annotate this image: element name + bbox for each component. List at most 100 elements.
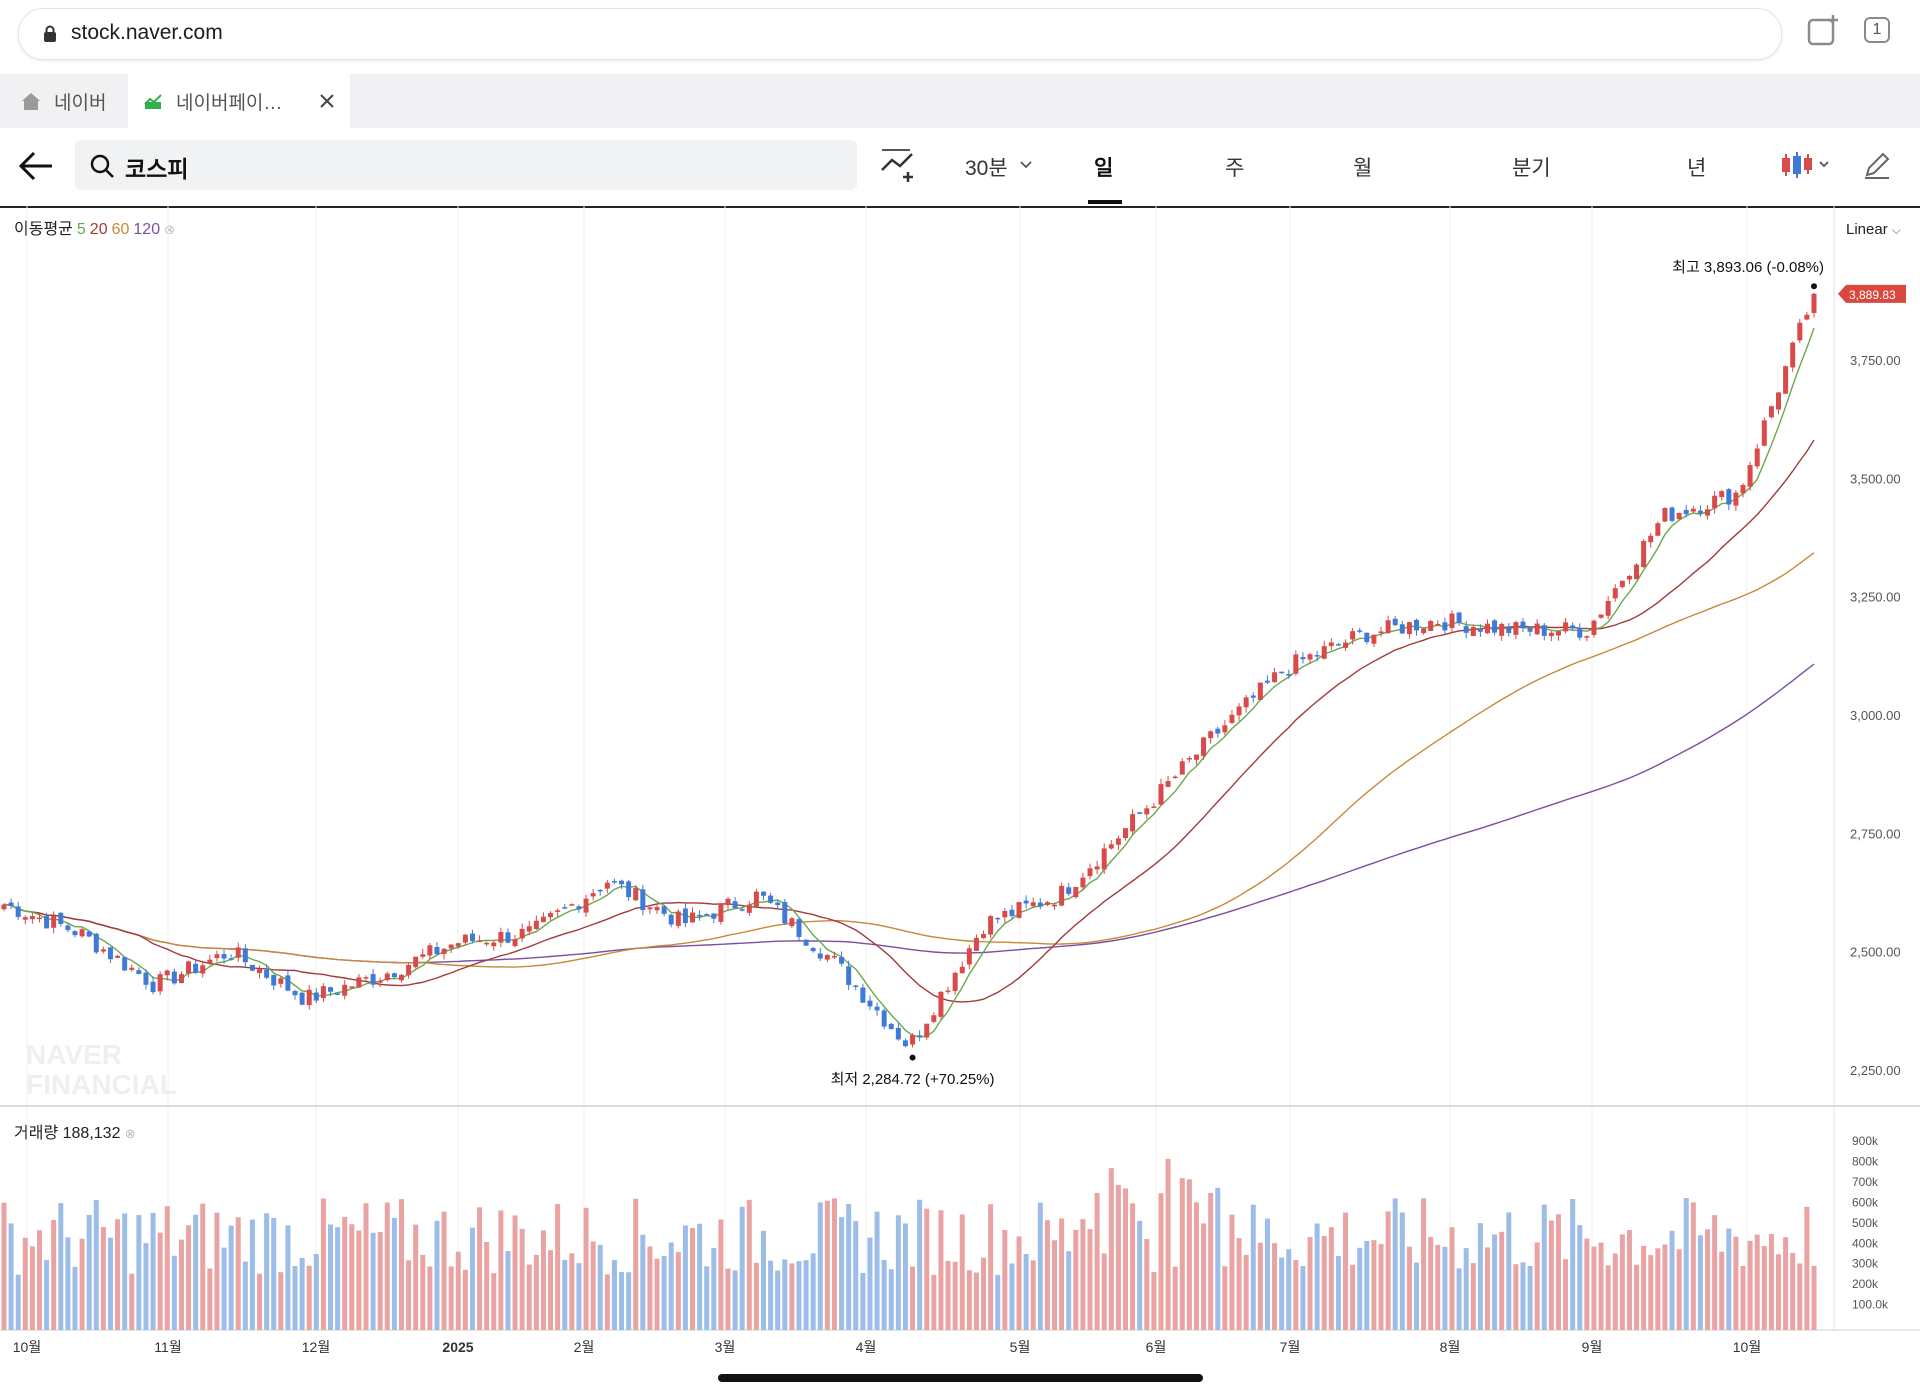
close-icon[interactable]: ⊗ (124, 1126, 136, 1141)
candle-body (760, 891, 766, 896)
candle-body (562, 907, 568, 909)
chart-type-icon[interactable] (1780, 148, 1830, 182)
close-icon[interactable] (320, 94, 335, 108)
candle-body (633, 888, 639, 901)
candle-body (1201, 737, 1207, 756)
moving-average-legend[interactable]: 이동평균 5 20 60 120 ⊗ (14, 215, 179, 239)
volume-bar (590, 1241, 596, 1330)
tab-year[interactable]: 년 (1687, 157, 1707, 180)
new-tab-icon[interactable] (1806, 14, 1840, 48)
ma120-label: 120 (133, 221, 161, 238)
volume-bar (1719, 1251, 1725, 1330)
volume-bar (264, 1213, 270, 1330)
candle-body (1406, 622, 1412, 635)
pencil-icon[interactable] (1862, 150, 1892, 180)
candle-body (796, 919, 802, 938)
tab-week[interactable]: 주 (1225, 157, 1245, 180)
candle-body (1754, 448, 1760, 467)
search-input[interactable]: 코스피 (75, 140, 857, 190)
volume-bar (1165, 1158, 1171, 1330)
volume-bar (995, 1274, 1001, 1330)
volume-bar (1634, 1264, 1640, 1330)
active-tab-underline (1088, 200, 1122, 204)
candle-body (441, 948, 447, 954)
candle-body (1570, 625, 1576, 629)
candle-body (100, 949, 106, 952)
candle-body (867, 1000, 873, 1007)
volume-bar (732, 1270, 738, 1330)
tab-naverpay[interactable]: 네이버페이… (128, 74, 350, 128)
volume-bar (100, 1227, 106, 1330)
candle-body (235, 947, 241, 958)
volume-bar (1364, 1240, 1370, 1330)
candle-body (143, 972, 149, 985)
x-tick-label: 6월 (1146, 1339, 1167, 1355)
candle-body (540, 916, 546, 923)
volume-bar (654, 1258, 660, 1330)
volume-bar (924, 1208, 930, 1330)
candle-body (654, 907, 660, 911)
y-tick-label: 2,500.00 (1850, 945, 1901, 960)
candle-body (1598, 614, 1604, 618)
add-indicator-icon[interactable] (880, 148, 916, 182)
close-icon[interactable]: ⊗ (164, 222, 175, 237)
tab-quarter[interactable]: 분기 (1512, 157, 1551, 180)
volume-bar (44, 1260, 50, 1330)
candle-body (1712, 495, 1718, 509)
volume-bar (171, 1255, 177, 1330)
candle-body (413, 956, 419, 968)
candle-body (1371, 634, 1377, 644)
volume-bar (1747, 1240, 1753, 1330)
volume-legend[interactable]: 거래량 188,132 ⊗ (14, 1119, 136, 1143)
back-arrow-icon[interactable] (18, 150, 54, 182)
ma20-label: 20 (89, 221, 108, 238)
candle-body (1335, 644, 1341, 646)
volume-bar (810, 1253, 816, 1330)
volume-bar (1137, 1220, 1143, 1330)
candle-body (498, 932, 504, 943)
volume-bar (1399, 1212, 1405, 1330)
volume-bar (1229, 1214, 1235, 1330)
volume-bar (1697, 1235, 1703, 1330)
volume-bar (420, 1254, 426, 1330)
tab-count-button[interactable]: 1 (1864, 17, 1890, 43)
volume-bar (491, 1273, 497, 1330)
candle-body (434, 946, 440, 955)
watermark-text: NAVER (26, 1039, 122, 1070)
tab-naver[interactable]: 네이버 (0, 74, 120, 128)
volume-bar (576, 1263, 582, 1330)
volume-bar (1080, 1219, 1086, 1330)
volume-bar (604, 1274, 610, 1330)
chevron-down-icon[interactable] (1020, 160, 1032, 170)
volume-bar (1648, 1255, 1654, 1330)
scale-selector[interactable]: Linear ⌵ (1846, 221, 1901, 238)
candle-body (1655, 523, 1661, 536)
volume-bar (157, 1232, 163, 1330)
address-bar[interactable]: stock.naver.com (18, 8, 1782, 60)
candle-body (1477, 629, 1483, 632)
candle-body (1151, 806, 1157, 808)
candle-body (611, 881, 617, 883)
candle-body (1257, 682, 1263, 700)
volume-bar (661, 1255, 667, 1330)
candle-body (1534, 623, 1540, 635)
tab-day[interactable]: 일 (1094, 157, 1114, 180)
candle-body (207, 959, 213, 964)
volume-bar (1768, 1233, 1774, 1330)
candle-body (995, 917, 1001, 920)
candle-body (51, 915, 57, 928)
candle-body (604, 882, 610, 889)
tab-month[interactable]: 월 (1353, 157, 1373, 180)
interval-selector[interactable]: 30분 (965, 157, 1008, 180)
candle-body (335, 993, 341, 995)
volume-bar (1243, 1254, 1249, 1330)
volume-bar (462, 1269, 468, 1330)
volume-bar (249, 1219, 255, 1330)
candle-body (512, 939, 518, 947)
candle-body (753, 891, 759, 907)
volume-bar (1563, 1259, 1569, 1330)
volume-tick-label: 900k (1852, 1134, 1879, 1148)
candle-body (831, 955, 837, 958)
candle-body (1392, 618, 1398, 626)
